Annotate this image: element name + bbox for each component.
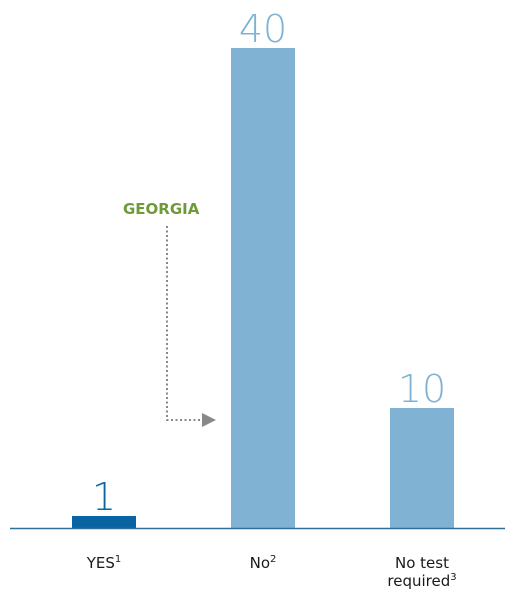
data-label-1: 40	[239, 7, 287, 51]
bar-0	[72, 516, 136, 528]
bar-2	[390, 408, 454, 528]
annotation-arrow-head	[202, 413, 216, 427]
bar-1	[231, 48, 295, 528]
annotation-georgia: GEORGIA	[123, 200, 200, 218]
annotation-arrow-line	[166, 226, 204, 421]
tick-label-1: No2	[250, 554, 277, 572]
data-label-2: 10	[398, 367, 446, 411]
tick-label-2-line2: required3	[387, 572, 456, 590]
tick-label-0: YES1	[86, 554, 122, 572]
data-label-0: 1	[92, 475, 116, 519]
tick-label-2: No test	[395, 554, 449, 572]
